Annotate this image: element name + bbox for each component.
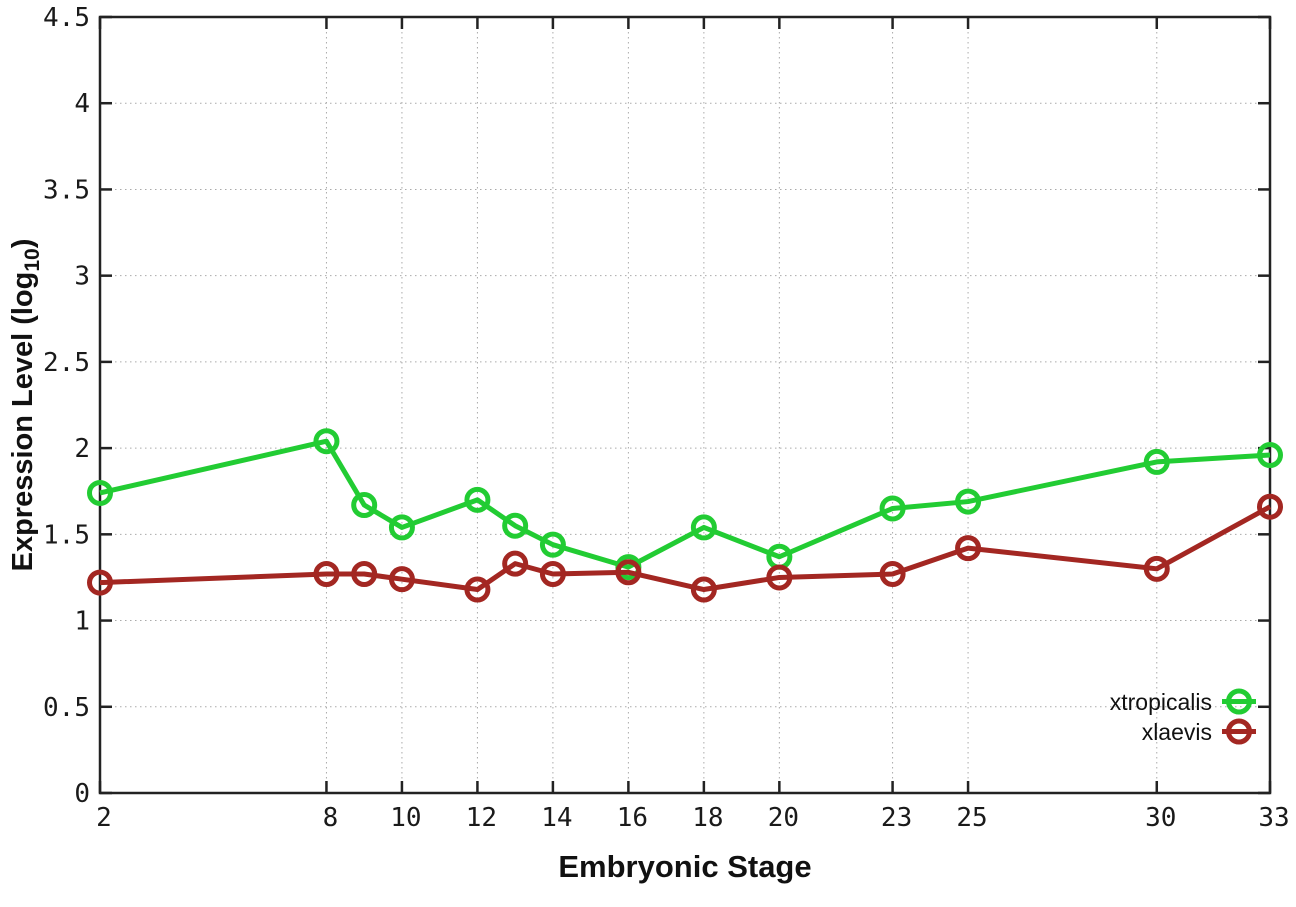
- x-tick-label: 18: [692, 803, 723, 833]
- data-point-xlaevis: [1257, 493, 1283, 520]
- data-point-xlaevis: [879, 560, 906, 587]
- data-point-xtropicalis: [1257, 442, 1283, 469]
- data-point-xlaevis: [955, 535, 982, 562]
- y-tick-label: 1: [74, 607, 90, 637]
- plot-border: [98, 15, 1272, 795]
- data-point-xlaevis: [464, 576, 491, 603]
- tick-layer: [98, 15, 1272, 795]
- series-layer: [87, 428, 1283, 603]
- data-point-xtropicalis: [313, 428, 340, 455]
- data-point-xtropicalis: [955, 488, 982, 515]
- data-point-xtropicalis: [388, 514, 415, 541]
- data-point-xlaevis: [690, 576, 717, 603]
- data-point-xlaevis: [502, 550, 529, 577]
- y-axis-title: Expression Level (log10): [7, 239, 44, 572]
- x-tick-label: 25: [956, 803, 987, 833]
- data-point-xtropicalis: [539, 531, 566, 558]
- x-tick-label: 20: [768, 803, 799, 833]
- y-tick-label: 4.5: [43, 3, 90, 33]
- data-point-xlaevis: [766, 564, 793, 591]
- y-tick-label: 0: [74, 779, 90, 809]
- x-tick-label: 14: [541, 803, 572, 833]
- y-tick-label: 2.5: [43, 348, 90, 378]
- data-point-xtropicalis: [464, 486, 491, 513]
- y-tick-label: 3.5: [43, 175, 90, 205]
- data-point-xlaevis: [615, 559, 642, 586]
- data-point-xtropicalis: [87, 479, 113, 506]
- legend-marker-layer: [1222, 688, 1256, 745]
- x-tick-label: 8: [323, 803, 339, 833]
- legend-label-xlaevis: xlaevis: [1142, 719, 1212, 745]
- tick-label-layer: 0 0.5 1 1.5 2 2.5 3 3.5 4 4.5 2 8 10 12 14 16 18 20 23 25 30…: [43, 3, 1290, 833]
- x-tick-label: 23: [881, 803, 912, 833]
- data-point-xlaevis: [388, 566, 415, 593]
- legend-label-xtropicalis: xtropicalis: [1110, 689, 1212, 715]
- data-point-xlaevis: [1143, 555, 1170, 582]
- x-tick-label: 2: [96, 803, 112, 833]
- data-point-xlaevis: [87, 569, 113, 596]
- data-point-xtropicalis: [351, 492, 378, 519]
- data-point-xlaevis: [313, 560, 340, 587]
- legend-marker-xtropicalis: [1226, 688, 1252, 715]
- x-tick-label: 33: [1258, 803, 1289, 833]
- x-tick-label: 30: [1145, 803, 1176, 833]
- data-point-xtropicalis: [879, 495, 906, 522]
- data-point-xlaevis: [351, 560, 378, 587]
- y-tick-label: 4: [74, 89, 90, 119]
- y-tick-label: 2: [74, 434, 90, 464]
- x-tick-label: 16: [617, 803, 648, 833]
- data-point-xtropicalis: [1143, 448, 1170, 475]
- x-axis-title: Embryonic Stage: [558, 849, 811, 884]
- x-tick-label: 10: [390, 803, 421, 833]
- plot-border-box: [98, 15, 1272, 795]
- y-tick-label: 3: [74, 262, 90, 292]
- data-point-xtropicalis: [502, 512, 529, 539]
- series-line-xtropicalis: [99, 438, 1271, 570]
- y-tick-label: 1.5: [43, 520, 90, 550]
- data-point-xtropicalis: [690, 514, 717, 541]
- grid-layer: [100, 17, 1270, 793]
- x-tick-label: 12: [466, 803, 497, 833]
- series-line-xlaevis: [99, 504, 1272, 593]
- data-point-xlaevis: [539, 560, 566, 587]
- legend-marker-xlaevis: [1226, 718, 1252, 745]
- y-tick-label: 0.5: [43, 693, 90, 723]
